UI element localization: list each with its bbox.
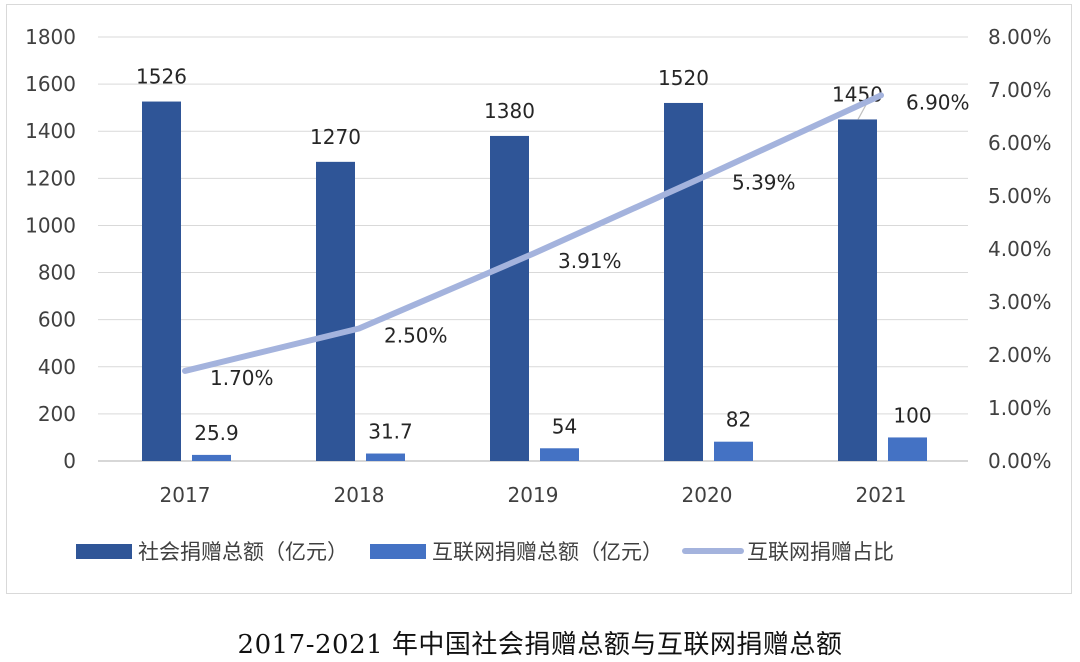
y-right-tick-label: 1.00% xyxy=(988,396,1052,420)
y-left-tick-label: 1600 xyxy=(25,72,76,96)
y-left-tick-label: 1400 xyxy=(25,119,76,143)
bar-internet-donation-label: 82 xyxy=(726,408,751,432)
line-internet-share-label: 6.90% xyxy=(906,90,970,114)
y-left-tick-label: 200 xyxy=(38,402,76,426)
x-tick-label: 2019 xyxy=(508,483,559,507)
bar-internet-donation-label: 54 xyxy=(552,414,577,438)
bar-social-donation xyxy=(316,161,355,461)
chart-svg: 0 200 400 600 800 1000 1200 1400 1600 1800 0.00% 1.… xyxy=(25,25,1052,564)
y-left-tick-label: 1200 xyxy=(25,166,76,190)
line-internet-share xyxy=(182,92,884,374)
line-internet-share-label: 1.70% xyxy=(210,366,274,390)
bar-social-donation-label: 1450 xyxy=(832,82,883,106)
line-internet-share-label: 2.50% xyxy=(384,324,448,348)
bar-internet-donation xyxy=(714,441,753,461)
bar-internet-donation xyxy=(192,454,231,461)
y-right-tick-label: 5.00% xyxy=(988,184,1052,208)
chart-frame xyxy=(6,4,1072,594)
y-left-tick-label: 800 xyxy=(38,261,76,285)
y-left-tick-label: 1000 xyxy=(25,213,76,237)
bar-social-donation-label: 1526 xyxy=(136,65,187,89)
legend-label: 互联网捐赠总额（亿元） xyxy=(432,540,663,564)
y-right-tick-label: 0.00% xyxy=(988,449,1052,473)
bar-internet-donation-label: 31.7 xyxy=(368,420,413,444)
y-left-tick-label: 0 xyxy=(63,449,76,473)
chart-caption: 2017-2021 年中国社会捐赠总额与互联网捐赠总额 xyxy=(237,630,843,660)
y-right-tick-label: 4.00% xyxy=(988,237,1052,261)
x-tick-label: 2017 xyxy=(160,483,211,507)
line-internet-share-label: 5.39% xyxy=(732,170,796,194)
y-right-tick-label: 3.00% xyxy=(988,290,1052,314)
legend-label: 互联网捐赠占比 xyxy=(747,540,894,564)
legend-swatch xyxy=(76,544,132,559)
bar-social-donation xyxy=(490,135,529,461)
legend-swatch xyxy=(370,544,426,559)
y-right-tick-label: 2.00% xyxy=(988,343,1052,367)
x-tick-label: 2020 xyxy=(682,483,733,507)
bar-social-donation xyxy=(664,102,703,461)
bar-social-donation xyxy=(142,101,181,461)
legend-label: 社会捐赠总额（亿元） xyxy=(138,540,348,564)
x-tick-label: 2018 xyxy=(334,483,385,507)
bar-social-donation-label: 1380 xyxy=(484,99,535,123)
bar-internet-donation-label: 25.9 xyxy=(194,421,239,445)
y-right-tick-label: 8.00% xyxy=(988,25,1052,49)
bar-social-donation-label: 1520 xyxy=(658,66,709,90)
bar-internet-donation xyxy=(888,437,927,461)
bar-social-donation-label: 1270 xyxy=(310,125,361,149)
y-left-tick-label: 400 xyxy=(38,355,76,379)
y-right-tick-label: 6.00% xyxy=(988,131,1052,155)
bar-social-donation xyxy=(838,119,877,461)
bar-internet-donation xyxy=(366,453,405,461)
bar-internet-donation-label: 100 xyxy=(893,403,931,427)
line-internet-share-label: 3.91% xyxy=(558,249,622,273)
bar-internet-donation xyxy=(540,448,579,461)
y-left-tick-label: 600 xyxy=(38,308,76,332)
y-right-tick-label: 7.00% xyxy=(988,78,1052,102)
y-left-tick-label: 1800 xyxy=(25,25,76,49)
x-tick-label: 2021 xyxy=(856,483,907,507)
